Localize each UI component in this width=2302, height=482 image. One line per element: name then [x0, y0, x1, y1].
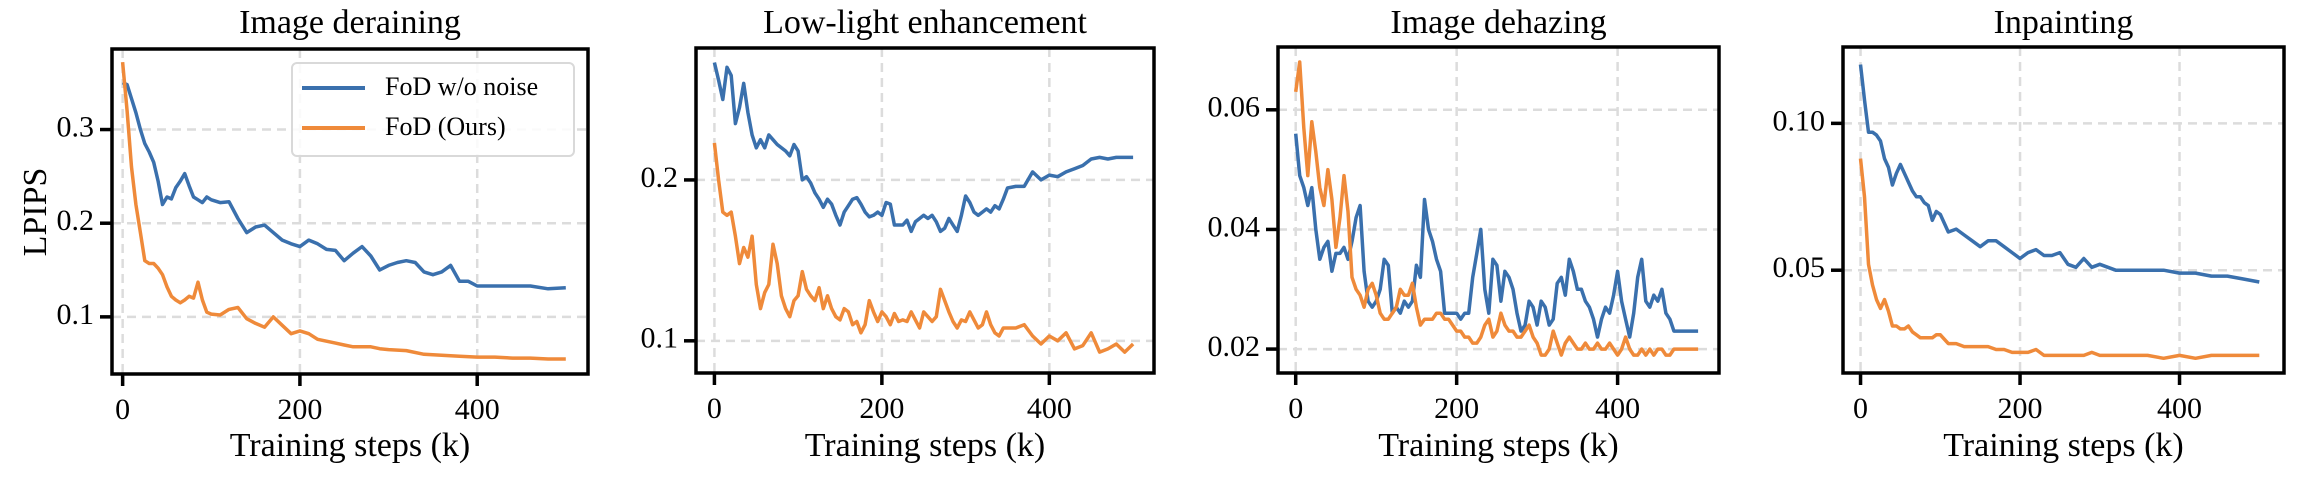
axes-frame — [110, 47, 590, 376]
y-tick-label: 0.05 — [1773, 251, 1826, 284]
y-axis-label: LPIPS — [17, 168, 54, 257]
legend-label: FoD (Ours) — [385, 112, 506, 141]
x-axis-label: Training steps (k) — [230, 427, 471, 464]
x-axis-label: Training steps (k) — [1378, 427, 1619, 464]
y-tick-label: 0.1 — [57, 298, 95, 331]
series-line-fod-ours — [120, 61, 566, 361]
chart-panel-1: 0 200 400 0.1 0.2 0.3 Image deraining Training … — [57, 4, 590, 464]
x-tick-label: 0 — [115, 393, 130, 426]
chart-panel-4: 0 200 400 0.05 0.10 Inpainting Training steps … — [1773, 4, 2286, 464]
chart-title: Low-light enhancement — [763, 4, 1087, 41]
chart-panel-2: 0 200 400 0.1 0.2 Low-light enhancement Traini… — [641, 4, 1156, 464]
y-tick-label: 0.04 — [1208, 210, 1261, 243]
chart-panel-3: 0 200 400 0.02 0.04 0.06 Image dehazing Trainin… — [1208, 4, 1721, 464]
chart-title: Inpainting — [1994, 4, 2134, 41]
series-line-fod-wo-noise — [712, 62, 1134, 234]
series-line-fod-ours — [1293, 60, 1699, 357]
axes-frame — [694, 46, 1156, 375]
legend-label: FoD w/o noise — [385, 72, 538, 101]
y-tick-label: 0.02 — [1208, 330, 1261, 363]
series-line-fod-ours — [712, 142, 1135, 354]
x-axis-label: Training steps (k) — [1943, 427, 2184, 464]
x-tick-label: 400 — [2157, 392, 2202, 425]
x-tick-label: 0 — [1288, 392, 1303, 425]
x-tick-label: 400 — [1027, 392, 1072, 425]
x-tick-label: 0 — [1853, 392, 1868, 425]
y-tick-label: 0.2 — [641, 161, 679, 194]
x-tick-label: 200 — [1998, 392, 2043, 425]
y-tick-label: 0.10 — [1773, 104, 1826, 137]
x-tick-label: 200 — [277, 393, 322, 426]
axes-frame — [1841, 45, 2286, 375]
y-tick-label: 0.06 — [1208, 91, 1261, 124]
y-tick-label: 0.2 — [57, 204, 95, 237]
series-line-fod-wo-noise — [121, 81, 566, 291]
x-tick-label: 400 — [455, 393, 500, 426]
series-line-fod-wo-noise — [1293, 133, 1699, 339]
series-line-fod-ours — [1858, 158, 2260, 361]
series-line-fod-wo-noise — [1858, 64, 2260, 284]
legend: FoD w/o noise FoD (Ours) — [291, 62, 575, 157]
axes-frame — [1276, 45, 1721, 375]
chart-title: Image dehazing — [1390, 4, 1606, 41]
chart-title: Image deraining — [239, 4, 461, 41]
y-tick-label: 0.1 — [641, 322, 679, 355]
x-tick-label: 0 — [707, 392, 722, 425]
y-tick-label: 0.3 — [57, 110, 95, 143]
x-tick-label: 200 — [859, 392, 904, 425]
x-tick-label: 400 — [1595, 392, 1640, 425]
x-tick-label: 200 — [1434, 392, 1479, 425]
x-axis-label: Training steps (k) — [805, 427, 1046, 464]
